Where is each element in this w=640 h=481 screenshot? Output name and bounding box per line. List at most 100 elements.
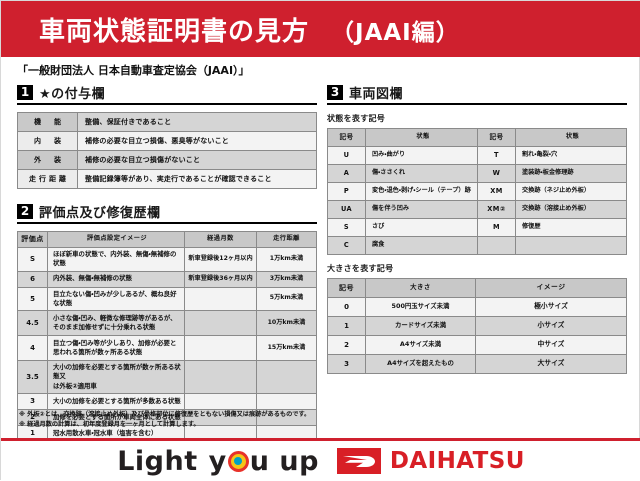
star-criteria-key: 内 装 [17,131,78,151]
condition-symbol-left: P [327,182,366,201]
daihatsu-logo: DAIHATSU [336,448,525,474]
evaluation-description: 目立つ傷・凹み等が少しあり、加修が必要と 思われる箇所が数ヶ所ある状態 [47,335,185,362]
size-header-row: 記号 大きさ イメージ [327,278,627,298]
evaluation-mileage: 15万km未満 [256,335,317,362]
evaluation-months [184,310,257,337]
evaluation-row: 3.5 大小の加修を必要とする箇所が数ヶ所ある状態又 は外板②適用車 [17,360,317,394]
condition-header-row: 記号 状態 記号 状態 [327,128,627,147]
size-symbol: 0 [327,297,366,317]
size-symbols-label: 大きさを表す記号 [327,264,394,273]
size-symbol: 3 [327,354,366,374]
evaluation-months: 新車登録後12ヶ月以内 [184,247,257,272]
condition-description-right: 修復歴 [515,218,627,237]
evaluation-score: 5 [17,286,48,312]
evaluation-description: 大小の加修を必要とする箇所が多数ある状態 [47,392,185,410]
evaluation-column-header: 評価点 [17,231,48,248]
condition-description-right: 交換跡（溶接止め外板） [515,200,627,219]
evaluation-mileage [256,360,317,394]
evaluation-description: ほぼ新車の状態で、内外装、無傷・無補修の状態 [47,247,185,272]
size-measure: 500円玉サイズ未満 [365,297,476,317]
condition-symbol-right: W [477,164,516,183]
star-criteria-key: 機 能 [17,112,78,132]
page-title-main: 車両状態証明書の見方 [39,16,310,47]
footer-bar: Light y u up DAIHATSU [1,441,640,481]
evaluation-score: 3.5 [17,360,48,394]
section-3-number: 3 [327,85,343,100]
evaluation-mileage [256,392,317,410]
size-measure: A4サイズ未満 [365,335,476,355]
evaluation-description: 目立たない傷・凹みが少しあるが、概ね良好な状態 [47,286,185,312]
star-criteria-row: 外 装補修の必要な目立つ損傷がないこと [17,150,317,170]
star-criteria-value: 整備記録簿等があり、実走行であることが確認できること [77,169,317,189]
page-title-sub: （JAAI編） [331,19,460,46]
evaluation-score: 4.5 [17,310,48,337]
condition-column-header: 記号 [327,128,366,147]
condition-symbol-left: UA [327,200,366,219]
evaluation-column-header: 走行距離 [256,231,317,248]
condition-description-right: 交換跡（ネジ止め外板） [515,182,627,201]
condition-symbols-label: 状態を表す記号 [327,114,386,123]
star-criteria-table: 機 能整備、保証付きであること内 装補修の必要な目立つ損傷、悪臭等がないこと外 … [17,112,317,189]
condition-description-left: 傷を伴う凹み [365,200,478,219]
evaluation-score: 1 [17,424,48,442]
evaluation-mileage [256,424,317,442]
evaluation-months [184,360,257,394]
condition-description-left: さび [365,218,478,237]
size-row: 3 A4サイズを超えたもの 大サイズ [327,354,627,374]
condition-description-left: 変色・退色・剥げ・シール（テープ）跡 [365,182,478,201]
daihatsu-wordmark: DAIHATSU [389,448,525,474]
condition-symbol-right: M [477,218,516,237]
star-criteria-row: 機 能整備、保証付きであること [17,112,317,132]
section-2-title: 評価点及び修復歴欄 [39,206,161,221]
condition-row: C 腐食 [327,236,627,255]
condition-symbol-left: S [327,218,366,237]
evaluation-description: 加修を必要とする箇所が車両全体にある状態 [47,408,185,426]
evaluation-mileage: 3万km未満 [256,270,317,288]
condition-symbol-right: XM [477,182,516,201]
evaluation-score: 3 [17,392,48,410]
section-3-title: 車両図欄 [349,87,404,102]
slogan-word-2: y [208,445,227,477]
condition-symbol-table: 記号 状態 記号 状態 U 凹み・曲がり T 割れ・亀裂・穴 A 傷・ささくれ W 塗装跡・板金修理… [327,128,627,255]
size-row: 2 A4サイズ未満 中サイズ [327,335,627,355]
condition-description-left: 凹み・曲がり [365,146,478,165]
header-banner: 車両状態証明書の見方 （JAAI編） [1,1,640,57]
condition-symbol-left: A [327,164,366,183]
condition-description-right: 割れ・亀裂・穴 [515,146,627,165]
size-image-label: 大サイズ [475,354,627,374]
section-1-header: 1 ★の付与欄 [17,83,317,105]
star-criteria-row: 走行距離 整備記録簿等があり、実走行であることが確認できること [17,169,317,189]
daihatsu-mark-icon [336,448,381,474]
page-title: 車両状態証明書の見方 （JAAI編） [39,11,460,48]
condition-symbol-left: C [327,236,366,255]
evaluation-column-header: 経過月数 [184,231,257,248]
condition-symbol-right: T [477,146,516,165]
condition-description-right: 塗装跡・板金修理跡 [515,164,627,183]
star-criteria-key: 走行距離 [17,169,78,189]
evaluation-column-header: 評価点設定イメージ [47,231,185,248]
evaluation-months [184,392,257,410]
evaluation-description: 内外装、無傷・無補修の状態 [47,270,185,288]
right-column: 3 車両図欄 状態を表す記号 記号 状態 記号 状態 U 凹み・曲がり T 割れ・亀裂・穴 A… [327,83,627,374]
evaluation-description: 冠水用散水車・冠水車（塩害を含む） [47,424,185,442]
size-image-label: 小サイズ [475,316,627,336]
size-column-header: 記号 [327,278,366,298]
evaluation-score: 4 [17,335,48,362]
size-symbol-table: 記号 大きさ イメージ 0 500円玉サイズ未満 極小サイズ 1 カードサイズ未満 小サイズ 2… [327,278,627,374]
star-criteria-value: 整備、保証付きであること [77,112,317,132]
size-measure: カードサイズ未満 [365,316,476,336]
evaluation-mileage [256,408,317,426]
evaluation-mileage: 10万km未満 [256,310,317,337]
condition-column-header: 状態 [515,128,627,147]
condition-description-left: 傷・ささくれ [365,164,478,183]
star-criteria-key: 外 装 [17,150,78,170]
footnotes: ※ 外板②とは、交換跡（溶接止め外板）及び骨格部位に修復歴をともない損傷又は痕跡… [19,410,349,430]
footnote-2: ※ 経過月数の計算は、初年度登録月を一ヶ月として計算します。 [19,421,200,429]
evaluation-row: 6 内外装、無傷・無補修の状態 新車登録後36ヶ月以内 3万km未満 [17,270,317,288]
condition-row: U 凹み・曲がり T 割れ・亀裂・穴 [327,146,627,165]
evaluation-row: 5 目立たない傷・凹みが少しあるが、概ね良好な状態 5万km未満 [17,286,317,312]
evaluation-months: 新車登録後36ヶ月以内 [184,270,257,288]
condition-row: A 傷・ささくれ W 塗装跡・板金修理跡 [327,164,627,183]
evaluation-description: 大小の加修を必要とする箇所が数ヶ所ある状態又 は外板②適用車 [47,360,185,394]
left-column: 1 ★の付与欄 機 能整備、保証付きであること内 装補修の必要な目立つ損傷、悪臭… [17,83,317,458]
